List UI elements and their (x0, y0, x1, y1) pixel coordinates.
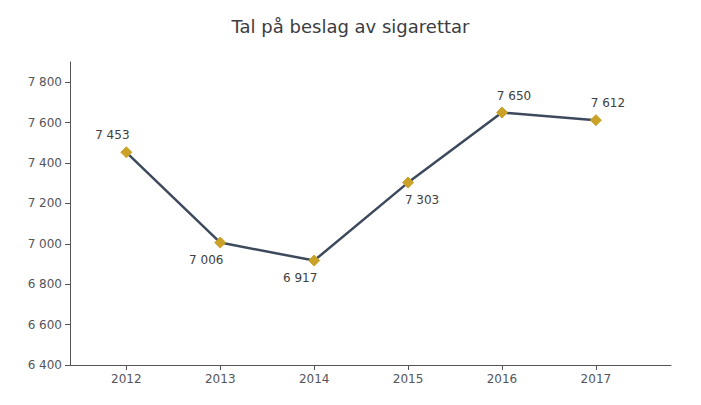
svg-text:7 400: 7 400 (28, 156, 62, 170)
svg-text:7 600: 7 600 (28, 116, 62, 130)
svg-text:7 006: 7 006 (189, 253, 223, 267)
svg-text:6 400: 6 400 (28, 358, 62, 372)
svg-text:7 453: 7 453 (95, 128, 129, 142)
svg-text:Tal på beslag av sigarettar: Tal på beslag av sigarettar (231, 16, 470, 37)
svg-text:7 800: 7 800 (28, 75, 62, 89)
svg-text:2017: 2017 (581, 372, 612, 386)
svg-text:6 800: 6 800 (28, 277, 62, 291)
svg-text:2013: 2013 (205, 372, 236, 386)
svg-text:2012: 2012 (111, 372, 142, 386)
svg-text:7 303: 7 303 (405, 193, 439, 207)
svg-text:7 650: 7 650 (497, 89, 531, 103)
svg-text:7 200: 7 200 (28, 196, 62, 210)
svg-text:2015: 2015 (393, 372, 424, 386)
svg-text:6 600: 6 600 (28, 318, 62, 332)
svg-text:7 612: 7 612 (591, 96, 625, 110)
svg-text:2016: 2016 (487, 372, 518, 386)
svg-text:6 917: 6 917 (283, 271, 317, 285)
svg-text:2014: 2014 (299, 372, 330, 386)
svg-text:7 000: 7 000 (28, 237, 62, 251)
